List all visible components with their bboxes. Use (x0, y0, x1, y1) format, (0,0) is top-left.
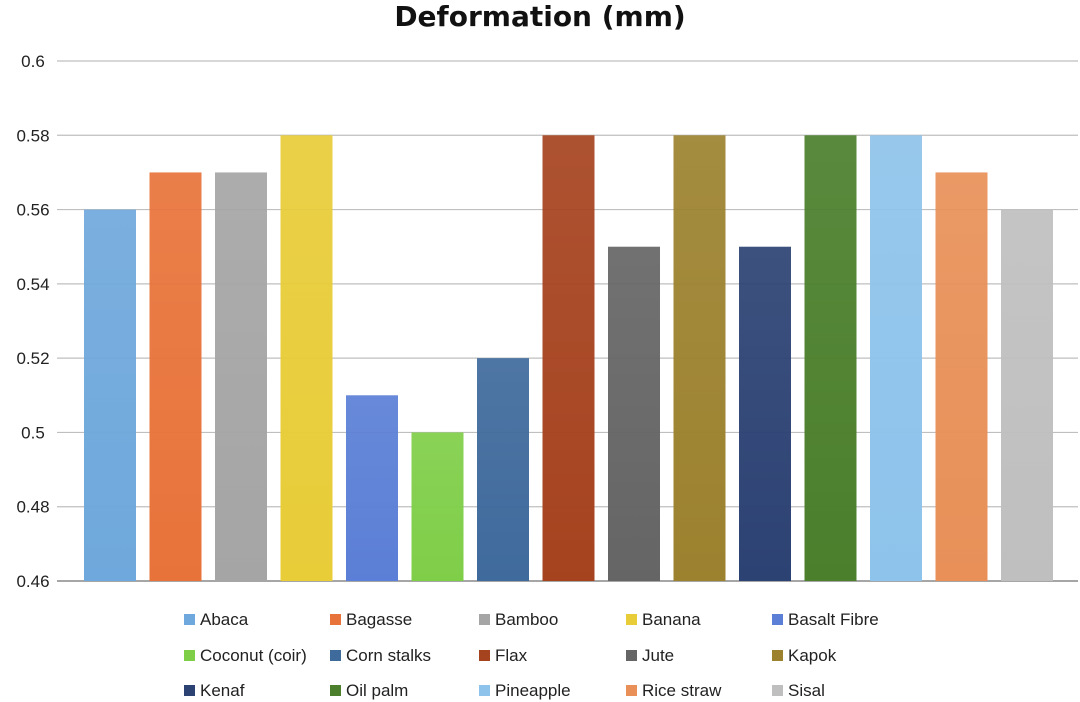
bar-rice-straw (935, 172, 988, 581)
legend-swatch-bagasse (330, 614, 341, 625)
bar-coconut-coir (411, 432, 464, 581)
y-tick-label: 0.56 (16, 201, 49, 220)
legend-label-bamboo: Bamboo (495, 610, 558, 629)
legend-label-basalt-fibre: Basalt Fibre (788, 610, 879, 629)
legend-swatch-kapok (772, 650, 783, 661)
bar-pineapple (870, 135, 922, 582)
bar-flax (542, 135, 595, 582)
bar-basalt-fibre (346, 395, 398, 581)
legend: Abaca Bagasse Bamboo Banana Basalt Fibre Coco… (184, 610, 879, 700)
bar-oil-palm (804, 135, 857, 582)
legend-swatch-corn-stalks (330, 650, 341, 661)
legend-label-jute: Jute (642, 646, 674, 665)
legend-swatch-kenaf (184, 685, 195, 696)
legend-swatch-sisal (772, 685, 783, 696)
y-tick-label: 0.48 (16, 498, 49, 517)
bar-corn-stalks (477, 358, 529, 581)
bar-sisal (1001, 209, 1053, 582)
bar-bagasse (149, 172, 202, 581)
legend-swatch-jute (626, 650, 637, 661)
legend-swatch-oil-palm (330, 685, 341, 696)
y-tick-label: 0.58 (16, 126, 49, 145)
bar-kapok (673, 135, 726, 582)
legend-label-banana: Banana (642, 610, 701, 629)
legend-swatch-coconut-coir (184, 650, 195, 661)
legend-label-coconut-coir: Coconut (coir) (200, 646, 307, 665)
y-tick-label: 0.6 (21, 52, 45, 71)
bar-kenaf (739, 246, 791, 581)
legend-label-flax: Flax (495, 646, 528, 665)
bars (84, 135, 1053, 582)
y-tick-label: 0.52 (16, 349, 49, 368)
legend-swatch-basalt-fibre (772, 614, 783, 625)
legend-label-sisal: Sisal (788, 681, 825, 700)
legend-swatch-banana (626, 614, 637, 625)
chart-title: Deformation (mm) (394, 0, 685, 33)
legend-label-oil-palm: Oil palm (346, 681, 408, 700)
y-tick-label: 0.54 (16, 275, 49, 294)
legend-label-corn-stalks: Corn stalks (346, 646, 431, 665)
legend-label-rice-straw: Rice straw (642, 681, 722, 700)
y-axis-ticks: 0.6 0.58 0.56 0.54 0.52 0.5 0.48 0.46 (16, 52, 49, 591)
legend-label-kapok: Kapok (788, 646, 837, 665)
legend-swatch-rice-straw (626, 685, 637, 696)
legend-label-bagasse: Bagasse (346, 610, 412, 629)
y-tick-label: 0.5 (21, 423, 45, 442)
legend-swatch-bamboo (479, 614, 490, 625)
bar-abaca (84, 209, 136, 582)
y-tick-label: 0.46 (16, 572, 49, 591)
legend-swatch-pineapple (479, 685, 490, 696)
bar-bamboo (215, 172, 267, 581)
legend-label-pineapple: Pineapple (495, 681, 571, 700)
legend-label-kenaf: Kenaf (200, 681, 245, 700)
bar-banana (280, 135, 333, 582)
legend-swatch-flax (479, 650, 490, 661)
bar-jute (608, 246, 660, 581)
legend-label-abaca: Abaca (200, 610, 249, 629)
legend-swatch-abaca (184, 614, 195, 625)
